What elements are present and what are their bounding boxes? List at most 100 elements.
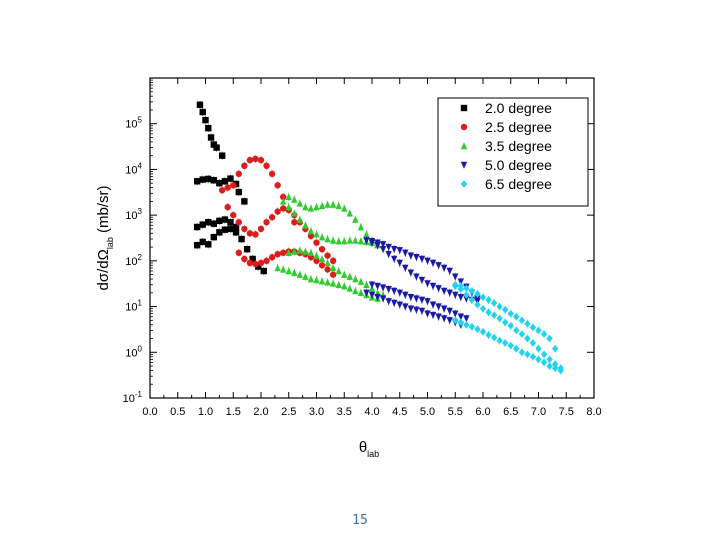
data-point [291, 195, 298, 203]
data-point [296, 199, 304, 207]
data-point [429, 301, 437, 309]
data-point [280, 265, 287, 273]
data-point [302, 272, 309, 280]
data-point [274, 182, 281, 189]
data-point [296, 246, 304, 254]
data-point [263, 219, 270, 226]
x-tick-label: 5.0 [420, 406, 435, 418]
data-point [452, 310, 459, 318]
x-axis-title: θlab [359, 439, 379, 459]
data-point [463, 320, 470, 329]
data-point [352, 287, 359, 295]
data-point [341, 282, 348, 290]
data-point [232, 223, 240, 231]
data-point [424, 298, 431, 306]
data-point [352, 236, 359, 244]
data-point [268, 254, 276, 261]
y-tick-label: 105 [125, 116, 142, 131]
data-point [313, 230, 320, 238]
data-point [429, 311, 437, 319]
data-point [235, 249, 242, 257]
data-point [257, 156, 265, 164]
data-point [418, 296, 426, 304]
data-point [551, 364, 559, 372]
data-point [452, 291, 459, 299]
data-point [241, 198, 248, 205]
data-point [352, 275, 359, 283]
x-tick-label: 4.0 [364, 406, 379, 418]
data-point [335, 202, 342, 210]
data-point [446, 289, 453, 297]
data-point [479, 293, 487, 302]
data-point [255, 263, 262, 270]
data-point [468, 296, 476, 304]
data-point [507, 321, 514, 330]
data-point [291, 268, 298, 276]
x-tick-label: 2.0 [253, 406, 268, 418]
data-point [368, 281, 376, 289]
data-point [485, 308, 492, 317]
data-point [407, 252, 415, 260]
data-point [263, 162, 270, 170]
data-point [396, 289, 403, 297]
data-point [463, 315, 470, 323]
data-point [407, 269, 415, 277]
x-tick-label: 3.0 [309, 406, 324, 418]
x-tick-label: 2.5 [281, 406, 296, 418]
data-point [474, 290, 481, 298]
data-point [374, 242, 381, 250]
data-point [218, 152, 226, 159]
data-point [540, 358, 548, 367]
data-point [524, 350, 531, 359]
data-point [207, 134, 215, 141]
data-point [257, 225, 265, 233]
data-point [429, 259, 437, 267]
legend-marker [460, 161, 468, 169]
data-point [285, 193, 292, 201]
data-point [307, 249, 315, 257]
x-tick-label: 1.5 [226, 406, 241, 418]
data-point [241, 225, 248, 233]
data-point [502, 305, 509, 314]
data-point [424, 280, 431, 288]
data-point [479, 304, 487, 313]
data-point [440, 315, 448, 323]
data-point [307, 204, 315, 212]
data-point [457, 318, 464, 327]
data-point [440, 305, 448, 313]
data-point [396, 259, 403, 267]
data-point [374, 282, 381, 290]
data-point [257, 259, 265, 267]
data-point [274, 250, 281, 258]
data-point [507, 309, 514, 318]
x-tick-label: 7.0 [531, 406, 546, 418]
data-point [324, 252, 331, 259]
data-point [385, 285, 392, 293]
x-tick-label: 7.5 [559, 406, 574, 418]
data-point [329, 200, 337, 208]
data-point [268, 170, 276, 178]
data-point [341, 270, 348, 278]
data-point [379, 245, 387, 253]
data-point [490, 333, 498, 342]
data-point [496, 302, 503, 311]
data-point [227, 225, 234, 233]
data-point [329, 236, 337, 244]
data-point [535, 326, 542, 335]
data-point [285, 249, 292, 257]
data-point [551, 344, 559, 353]
y-tick-label: 103 [125, 207, 142, 222]
data-point [280, 193, 287, 201]
data-point [502, 339, 509, 347]
data-point [507, 341, 514, 350]
data-point [224, 203, 231, 211]
y-axis-title: dσ/dΩlab (mb/sr) [95, 185, 115, 290]
legend-box [437, 97, 589, 207]
data-point [313, 239, 320, 246]
data-point [230, 211, 237, 219]
data-point [202, 116, 209, 124]
data-point [274, 264, 281, 272]
data-point [285, 267, 292, 275]
data-point [193, 178, 201, 185]
